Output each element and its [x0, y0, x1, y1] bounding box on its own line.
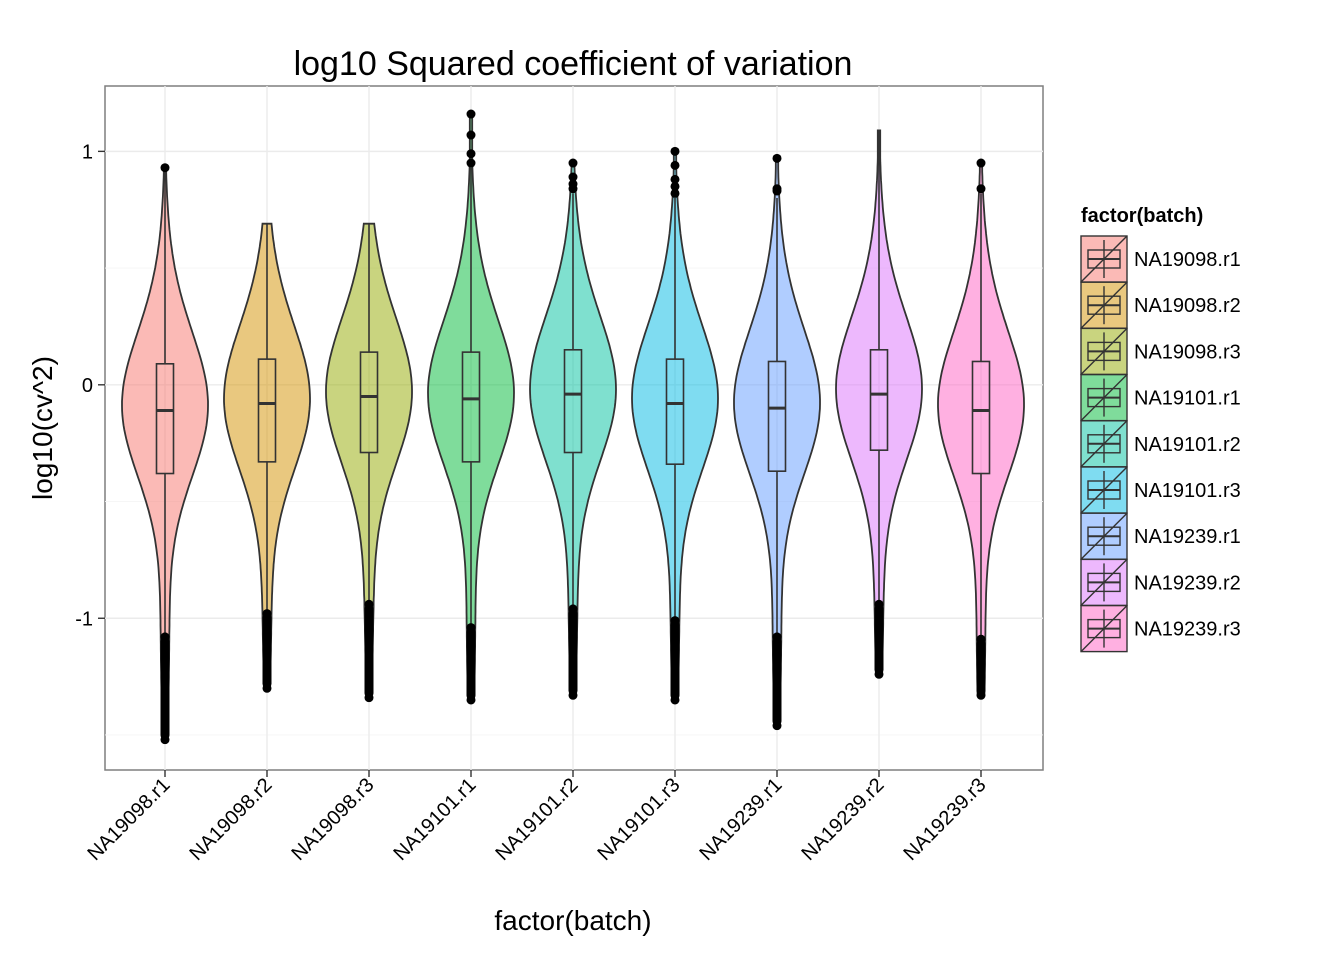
outlier-point — [670, 188, 680, 198]
outlier-cluster — [976, 639, 986, 696]
legend-item: NA19239.r3 — [1080, 604, 1241, 653]
violin-group — [937, 158, 1025, 700]
violin-shape — [835, 129, 923, 676]
x-axis-label: factor(batch) — [494, 905, 651, 936]
y-axis: -1 0 1 — [75, 141, 105, 630]
outlier-cluster — [874, 604, 884, 675]
y-tick-label: 0 — [82, 375, 93, 397]
box-iqr — [359, 351, 379, 454]
outlier-point — [976, 158, 986, 168]
box-iqr — [971, 360, 991, 475]
legend-label: NA19239.r1 — [1134, 526, 1241, 548]
box-iqr — [767, 360, 787, 472]
x-axis: NA19098.r1 NA19098.r2 NA19098.r3 NA19101.r1… — [83, 770, 991, 865]
x-tick-label: NA19098.r3 — [287, 774, 378, 865]
violin-group — [121, 163, 209, 745]
legend-label: NA19101.r1 — [1134, 388, 1241, 410]
violin-group — [223, 222, 311, 693]
outlier-point — [568, 172, 578, 182]
outlier-point — [670, 160, 680, 170]
outlier-cluster — [568, 608, 578, 696]
outlier-point — [670, 174, 680, 184]
legend-label: NA19101.r2 — [1134, 434, 1241, 456]
legend-title: factor(batch) — [1081, 205, 1203, 227]
x-tick-label: NA19098.r2 — [185, 774, 276, 865]
outlier-point — [466, 158, 476, 168]
x-tick-label: NA19098.r1 — [83, 774, 174, 865]
x-tick-label: NA19239.r3 — [899, 774, 990, 865]
y-tick-label: 1 — [82, 141, 93, 163]
outlier-point — [466, 130, 476, 140]
outlier-point — [466, 149, 476, 159]
box-iqr — [461, 351, 481, 463]
legend: factor(batch) NA19098.r1 NA19098.r2 NA1909… — [1080, 205, 1241, 653]
legend-label: NA19098.r2 — [1134, 295, 1241, 317]
legend-item: NA19239.r1 — [1080, 512, 1241, 560]
x-tick-label: NA19101.r2 — [491, 774, 582, 865]
outlier-cluster — [160, 636, 170, 740]
box-iqr — [257, 358, 277, 463]
violin-group — [325, 222, 413, 703]
x-tick-label: NA19239.r2 — [797, 774, 888, 865]
legend-label: NA19098.r1 — [1134, 249, 1241, 271]
outlier-cluster — [262, 613, 272, 689]
outlier-point — [772, 184, 782, 194]
box-iqr — [665, 358, 685, 465]
outlier-cluster — [466, 627, 476, 700]
legend-label: NA19101.r3 — [1134, 480, 1241, 502]
violin-group — [427, 109, 515, 705]
outlier-point — [466, 109, 476, 119]
x-tick-label: NA19101.r1 — [389, 774, 480, 865]
legend-item: NA19098.r2 — [1080, 281, 1241, 329]
outlier-point — [772, 153, 782, 163]
x-tick-label: NA19239.r1 — [695, 774, 786, 865]
legend-item: NA19101.r1 — [1080, 373, 1241, 422]
violin-group — [733, 153, 821, 731]
violin-group — [529, 158, 617, 700]
legend-item: NA19239.r2 — [1080, 558, 1241, 607]
legend-item: NA19101.r2 — [1080, 420, 1241, 468]
outlier-point — [976, 184, 986, 194]
chart-title: log10 Squared coefficient of variation — [294, 45, 853, 83]
violin-group — [631, 146, 719, 705]
violins-layer — [121, 109, 1025, 745]
violin-group — [835, 129, 923, 679]
outlier-point — [670, 181, 680, 191]
outlier-cluster — [364, 604, 374, 698]
outlier-point — [670, 146, 680, 156]
outlier-point — [568, 158, 578, 168]
y-tick-label: -1 — [75, 608, 93, 630]
box-iqr — [563, 348, 583, 454]
legend-item: NA19101.r3 — [1080, 466, 1241, 514]
legend-item: NA19098.r1 — [1080, 235, 1241, 283]
box-iqr — [155, 363, 175, 475]
legend-label: NA19239.r3 — [1134, 619, 1241, 641]
box-iqr — [869, 348, 889, 451]
outlier-cluster — [772, 636, 782, 726]
outlier-point — [160, 163, 170, 173]
outlier-point — [568, 179, 578, 189]
outlier-cluster — [670, 620, 680, 700]
legend-item: NA19098.r3 — [1080, 327, 1241, 376]
legend-label: NA19239.r2 — [1134, 572, 1241, 594]
violin-shape — [223, 222, 311, 690]
y-axis-label: log10(cv^2) — [27, 356, 58, 500]
legend-label: NA19098.r3 — [1134, 341, 1241, 363]
x-tick-label: NA19101.r3 — [593, 774, 684, 865]
